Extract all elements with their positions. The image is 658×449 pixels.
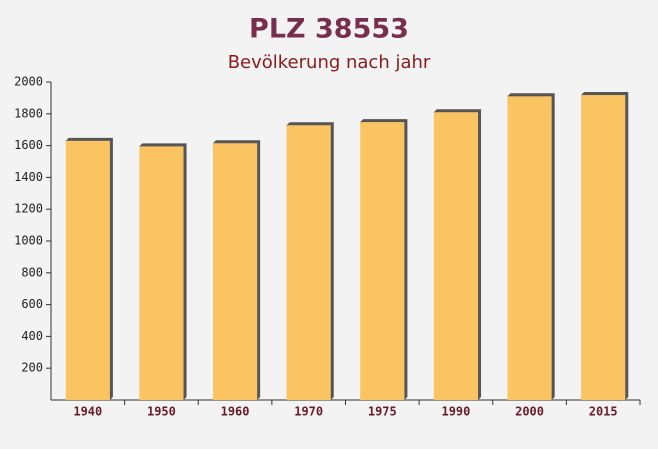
- x-tick-label: 2000: [515, 405, 544, 419]
- y-tick-label: 1800: [14, 106, 43, 120]
- y-tick-label: 200: [21, 361, 43, 375]
- bar: [286, 125, 331, 401]
- x-tick-label: 1975: [368, 405, 397, 419]
- y-tick-label: 400: [21, 329, 43, 343]
- bar: [433, 112, 479, 401]
- y-tick-label: 1000: [14, 234, 43, 248]
- y-tick-label: 1400: [14, 170, 43, 184]
- y-tick-label: 600: [21, 297, 43, 311]
- y-tick-label: 800: [21, 265, 43, 279]
- x-tick-label: 1940: [73, 405, 102, 419]
- bar: [139, 146, 184, 400]
- y-tick-label: 1200: [14, 202, 43, 216]
- bar: [65, 140, 110, 400]
- bar: [212, 143, 258, 400]
- x-tick-label: 1960: [221, 405, 250, 419]
- bar: [581, 95, 626, 401]
- x-tick-label: 1950: [147, 405, 176, 419]
- chart-subtitle: Bevölkerung nach jahr: [228, 52, 431, 73]
- x-tick-label: 2015: [589, 405, 618, 419]
- y-tick-label: 1600: [14, 138, 43, 152]
- bar: [507, 96, 552, 400]
- chart-title: PLZ 38553: [249, 14, 409, 45]
- bar: [360, 122, 405, 401]
- x-tick-label: 1970: [294, 405, 323, 419]
- x-tick-label: 1990: [441, 405, 470, 419]
- y-tick-label: 2000: [14, 75, 43, 89]
